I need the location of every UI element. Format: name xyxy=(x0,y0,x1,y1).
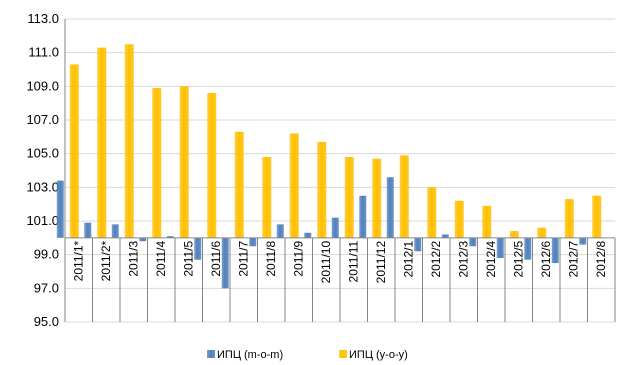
bar-mom xyxy=(276,224,284,238)
bar-yoy xyxy=(234,131,244,238)
bar-mom xyxy=(194,237,202,260)
bars xyxy=(56,44,602,289)
bar-mom xyxy=(359,195,367,238)
x-tick-label: 2011/4 xyxy=(154,241,168,277)
bar-mom xyxy=(551,237,559,264)
x-tick-label: 2012/8 xyxy=(594,241,608,278)
legend-swatch xyxy=(207,350,215,358)
bar-yoy xyxy=(262,157,272,238)
y-tick-label: 111.0 xyxy=(28,45,59,60)
x-tick-label: 2011/5 xyxy=(182,241,196,277)
bar-mom xyxy=(304,232,312,238)
bar-yoy xyxy=(482,205,492,238)
y-tick-label: 103.0 xyxy=(26,179,59,194)
bar-yoy xyxy=(372,158,382,238)
x-tick-label: 2012/3 xyxy=(457,241,471,278)
legend-swatch xyxy=(339,350,347,358)
bar-yoy xyxy=(509,231,519,238)
bar-yoy xyxy=(344,157,354,238)
x-tick-label: 2011/1* xyxy=(72,241,86,282)
y-tick-label: 101.0 xyxy=(26,213,59,228)
bar-mom xyxy=(249,237,257,247)
bar-yoy xyxy=(592,195,602,238)
bar-mom xyxy=(496,237,504,259)
y-tick-label: 97.0 xyxy=(34,280,59,295)
bar-mom xyxy=(331,217,339,238)
bar-mom xyxy=(469,237,477,247)
x-tick-label: 2011/9 xyxy=(292,241,306,277)
bar-yoy xyxy=(427,187,437,238)
bar-yoy xyxy=(317,141,327,238)
bar-mom xyxy=(441,234,449,238)
x-tick-label: 2011/6 xyxy=(209,241,223,277)
bar-mom xyxy=(166,236,174,238)
bar-yoy xyxy=(124,44,134,238)
bar-mom xyxy=(386,177,394,238)
bar-yoy xyxy=(207,93,217,238)
bar-mom xyxy=(139,237,147,242)
y-tick-label: 107.0 xyxy=(26,112,59,127)
x-tick-label: 2012/2 xyxy=(429,241,443,278)
legend-label: ИПЦ (m-o-m) xyxy=(217,349,283,361)
x-tick-label: 2011/7 xyxy=(237,241,251,277)
x-axis: 2011/1* 2011/2* 2011/3 2011/4 2011/5 2011/6 20… xyxy=(64,237,616,322)
bar-mom xyxy=(56,180,64,238)
y-tick-label: 105.0 xyxy=(26,146,59,161)
bar-mom xyxy=(524,237,532,260)
y-tick-label: 95.0 xyxy=(34,314,59,329)
bar-yoy xyxy=(399,155,409,238)
bar-yoy xyxy=(289,133,299,238)
x-tick-label: 2011/12 xyxy=(374,241,388,284)
x-tick-label: 2012/4 xyxy=(484,241,498,278)
x-tick-label: 2011/3 xyxy=(127,241,141,277)
y-axis: 95.0 97.0 99.0 101.0 103.0 105.0 107.0 109.0 111… xyxy=(26,11,66,329)
bar-mom xyxy=(111,224,119,238)
x-tick-label: 2011/2* xyxy=(99,241,113,282)
bar-yoy xyxy=(179,86,189,238)
y-tick-label: 109.0 xyxy=(26,78,59,93)
bar-yoy xyxy=(152,88,162,238)
x-tick-label: 2011/11 xyxy=(347,241,361,283)
x-tick-label: 2012/6 xyxy=(539,241,553,278)
x-tick-label: 2012/5 xyxy=(512,241,526,278)
bar-yoy xyxy=(69,64,79,238)
bar-mom xyxy=(579,237,587,245)
y-tick-label: 99.0 xyxy=(34,247,59,262)
bar-yoy xyxy=(97,47,107,238)
bar-yoy xyxy=(537,227,547,238)
x-tick-label: 2011/10 xyxy=(319,241,333,284)
bar-mom xyxy=(84,222,92,238)
x-tick-label: 2012/1 xyxy=(402,241,416,278)
bar-yoy xyxy=(564,199,574,238)
x-tick-label: 2011/8 xyxy=(264,241,278,277)
legend-label: ИПЦ (y-o-y) xyxy=(349,349,408,361)
x-tick-label: 2012/7 xyxy=(567,241,581,278)
y-tick-label: 113.0 xyxy=(27,11,59,26)
legend: ИПЦ (m-o-m) ИПЦ (y-o-y) xyxy=(207,349,408,361)
bar-mom xyxy=(221,237,229,289)
bar-mom xyxy=(414,237,422,252)
bar-yoy xyxy=(454,200,464,238)
